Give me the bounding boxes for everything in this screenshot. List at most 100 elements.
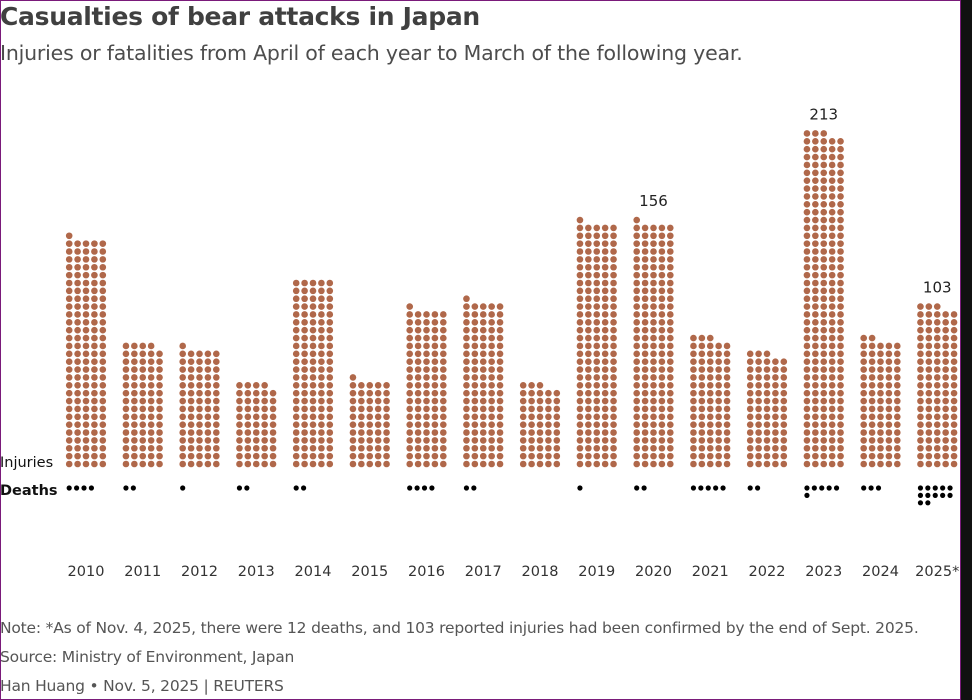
- injury-dot: [755, 429, 762, 436]
- death-dot: [713, 485, 719, 491]
- injury-dot: [715, 429, 722, 436]
- injury-dot: [650, 358, 657, 365]
- injury-dot: [650, 444, 657, 452]
- injury-dot: [488, 389, 495, 397]
- injury-dot: [633, 397, 640, 405]
- injury-dot: [122, 366, 130, 373]
- injury-dot: [894, 429, 901, 436]
- injury-dot: [780, 366, 788, 373]
- injury-dot: [301, 350, 308, 358]
- injury-dot: [868, 444, 876, 452]
- injury-dot: [374, 452, 382, 460]
- injury-dot: [698, 421, 706, 428]
- injury-dot: [860, 421, 867, 428]
- injury-dot: [658, 326, 666, 334]
- injury-dot: [576, 382, 584, 389]
- injury-dot: [252, 397, 260, 405]
- injury-dot: [933, 382, 941, 389]
- injury-dot: [576, 366, 584, 373]
- injury-dot: [406, 397, 414, 405]
- injury-dot: [812, 271, 819, 279]
- injury-dot: [196, 397, 203, 405]
- injury-dot: [91, 319, 98, 326]
- injury-dot: [366, 389, 374, 397]
- injury-dot: [706, 413, 714, 421]
- injury-dot: [74, 350, 81, 358]
- injury-dot: [414, 405, 422, 413]
- injury-dot: [942, 421, 949, 428]
- injury-dot: [576, 421, 584, 428]
- injury-dot: [326, 374, 334, 381]
- injury-dot: [828, 413, 836, 421]
- injury-dot: [772, 397, 779, 405]
- injury-dot: [942, 397, 949, 405]
- deaths-group: [236, 485, 250, 491]
- injury-dot: [292, 303, 300, 310]
- injury-dot: [772, 374, 779, 381]
- injury-dot: [593, 256, 601, 263]
- injury-dot: [91, 389, 98, 397]
- injury-dot: [479, 397, 487, 405]
- injury-dot: [650, 397, 657, 405]
- injury-dot: [301, 460, 308, 468]
- injury-dot: [820, 263, 828, 271]
- injury-dot: [828, 334, 836, 342]
- injury-dot: [633, 319, 640, 326]
- death-dot: [720, 485, 726, 491]
- injury-dot: [925, 311, 933, 318]
- injury-dot: [812, 169, 819, 177]
- injury-dot: [610, 334, 617, 342]
- deaths-group: [293, 485, 307, 491]
- injuries-bar: [292, 279, 334, 468]
- injury-dot: [877, 429, 884, 436]
- injury-dot: [667, 334, 674, 342]
- injury-dot: [593, 248, 601, 255]
- injury-dot: [772, 452, 779, 460]
- injury-dot: [236, 444, 243, 452]
- injury-dot: [715, 397, 722, 405]
- injury-dot: [269, 429, 277, 436]
- injury-dot: [204, 389, 212, 397]
- injury-dot: [269, 413, 277, 421]
- x-tick-label: 2011: [124, 564, 161, 580]
- injury-dot: [812, 413, 819, 421]
- x-tick-label: 2019: [578, 564, 615, 580]
- injury-dot: [812, 460, 819, 468]
- death-dot: [421, 485, 428, 491]
- injury-dot: [641, 311, 649, 318]
- injury-dot: [667, 295, 674, 303]
- injury-dot: [633, 342, 640, 350]
- injury-dot: [213, 437, 220, 444]
- injury-dot: [431, 413, 439, 421]
- injury-dot: [593, 295, 601, 303]
- injury-dot: [309, 319, 317, 326]
- injury-dot: [156, 397, 163, 405]
- injury-dot: [301, 374, 308, 381]
- injury-dot: [576, 271, 584, 279]
- injury-dot: [65, 382, 73, 389]
- injury-dot: [431, 382, 439, 389]
- injury-dot: [156, 350, 163, 358]
- injury-dot: [877, 382, 884, 389]
- injury-dot: [431, 326, 439, 334]
- injury-dot: [301, 413, 308, 421]
- injury-dot: [746, 437, 754, 444]
- injury-dot: [292, 350, 300, 358]
- injury-dot: [292, 358, 300, 365]
- injury-dot: [933, 413, 941, 421]
- injury-dot: [837, 326, 844, 334]
- injury-dot: [269, 437, 277, 444]
- injury-dot: [650, 271, 657, 279]
- injury-dot: [658, 319, 666, 326]
- injury-dot: [633, 263, 640, 271]
- injury-dot: [667, 279, 674, 287]
- injury-dot: [755, 460, 762, 468]
- injury-dot: [820, 279, 828, 287]
- injury-dot: [406, 413, 414, 421]
- injury-dot: [633, 405, 640, 413]
- injury-dot: [383, 429, 390, 436]
- deaths-row-label: Deaths: [0, 483, 58, 499]
- injury-dot: [82, 358, 90, 365]
- injury-dot: [496, 374, 504, 381]
- injury-dot: [667, 444, 674, 452]
